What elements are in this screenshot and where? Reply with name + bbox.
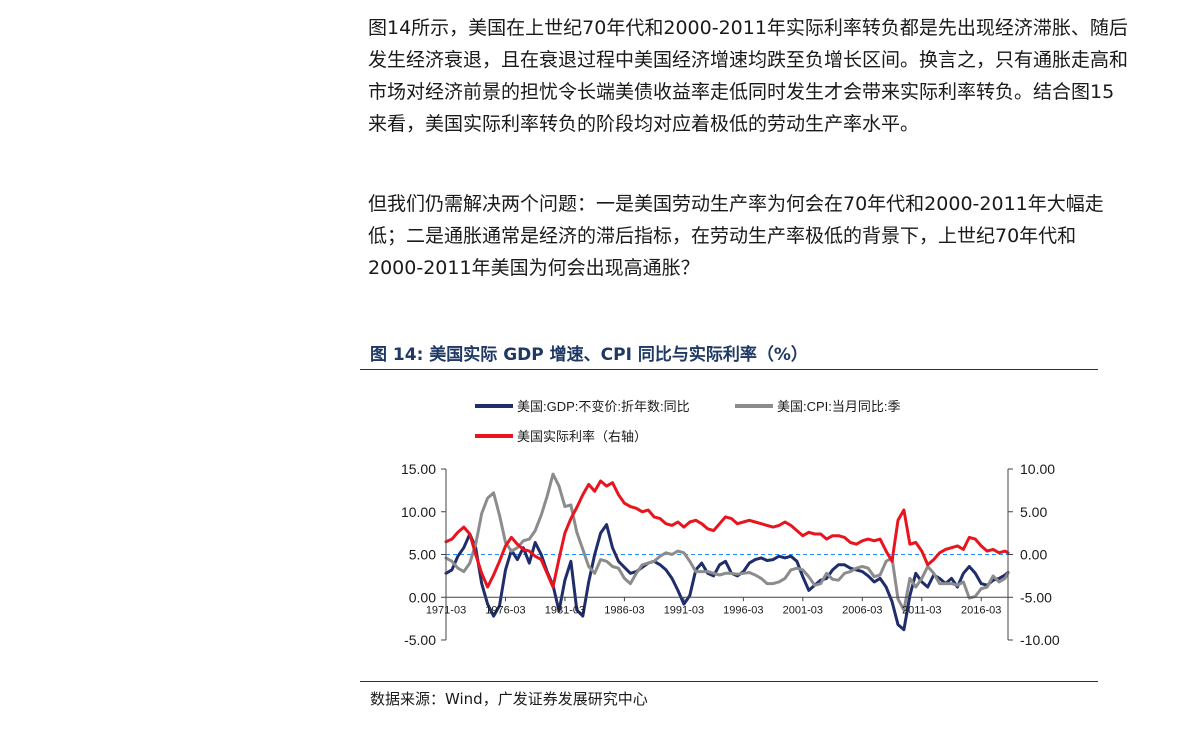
x-axis-tick-label: 2016-03 (961, 604, 1001, 616)
left-axis-tick-label: 15.00 (401, 461, 436, 477)
series-line (444, 472, 1010, 612)
left-axis-tick-label: 5.00 (409, 547, 436, 563)
paragraph-2: 但我们仍需解决两个问题：一是美国劳动生产率为何会在70年代和2000-2011年… (368, 193, 1104, 279)
figure-title: 图 14: 美国实际 GDP 增速、CPI 同比与实际利率（%） (370, 345, 808, 365)
series-line (444, 479, 1010, 589)
left-axis-tick-label: -5.00 (404, 632, 436, 648)
source-note: 数据来源：Wind，广发证券发展研究中心 (370, 690, 648, 708)
x-axis-tick-label: 2006-03 (842, 604, 882, 616)
x-axis-tick-label: 1991-03 (664, 604, 704, 616)
series-layer (444, 472, 1010, 632)
legend-label: 美国:CPI:当月同比:季 (777, 399, 901, 414)
left-axis-tick-label: 10.00 (401, 504, 436, 520)
x-axis-tick-label: 1976-03 (485, 604, 525, 616)
figure-top-rule (360, 369, 1098, 370)
right-axis-tick-label: 10.00 (1020, 461, 1055, 477)
axes-layer: 15.00 10.00 5.00 0.00 -5.00 10.00 5.00 0.00 -5.0… (401, 461, 1060, 648)
x-axis-tick-label: 1996-03 (723, 604, 763, 616)
series-line (444, 523, 1010, 632)
x-axis-tick-label: 2011-03 (902, 604, 942, 616)
right-axis-tick-label: 0.00 (1020, 547, 1047, 563)
right-axis-tick-label: 5.00 (1020, 504, 1047, 520)
x-axis-tick-label: 1981-03 (545, 604, 585, 616)
legend-label: 美国实际利率（右轴） (517, 429, 647, 444)
left-axis-tick-label: 0.00 (409, 589, 436, 605)
chart: 美国:GDP:不变价:折年数:同比 美国:CPI:当月同比:季美国实际利率（右轴）… (401, 399, 1060, 648)
x-axis-tick-label: 1986-03 (604, 604, 644, 616)
paragraph-1: 图14所示，美国在上世纪70年代和2000-2011年实际利率转负都是先出现经济… (368, 17, 1129, 135)
legend-label: 美国:GDP:不变价:折年数:同比 (517, 399, 690, 414)
right-axis-tick-label: -5.00 (1020, 589, 1052, 605)
x-axis-tick-label: 1971-03 (426, 604, 466, 616)
x-axis-tick-label: 2001-03 (783, 604, 823, 616)
figure-bottom-rule (360, 681, 1098, 682)
right-axis-tick-label: -10.00 (1020, 632, 1060, 648)
